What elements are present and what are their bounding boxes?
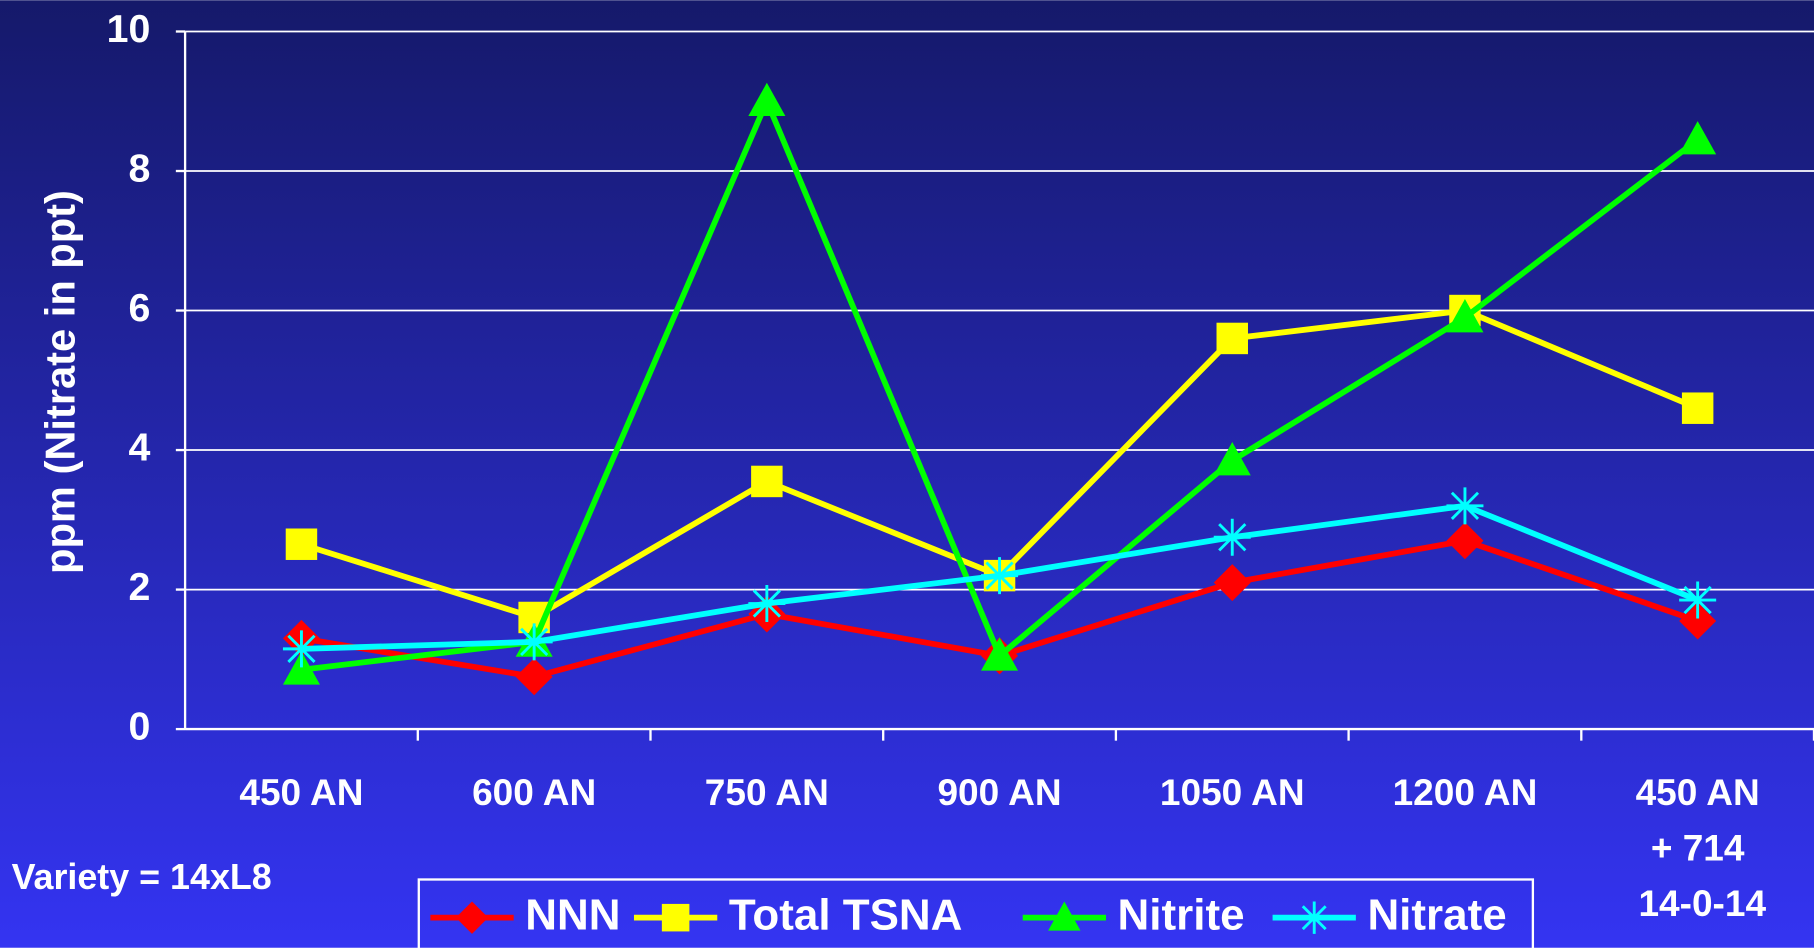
marker [285, 528, 318, 560]
annotation: Variety = 14xL8 [12, 857, 272, 897]
x-tick-label: 1200 AN [1393, 771, 1538, 813]
marker [1446, 298, 1484, 333]
marker [282, 651, 320, 685]
x-tick-label: 1050 AN [1160, 771, 1305, 813]
marker [1298, 901, 1331, 934]
y-tick-label: 4 [129, 425, 151, 469]
marker [1216, 322, 1248, 355]
marker [1446, 487, 1484, 525]
x-tick-label: 600 AN [472, 771, 596, 813]
marker [1679, 121, 1717, 155]
marker [1681, 392, 1714, 424]
y-axis-label: ppm (Nitrate in ppt) [37, 190, 84, 574]
y-tick-label: 2 [129, 565, 151, 609]
marker [981, 637, 1019, 671]
x-tick-label: 750 AN [705, 771, 829, 813]
y-tick-label: 10 [107, 7, 151, 51]
legend-label: Total TSNA [729, 890, 963, 939]
legend-label: NNN [525, 890, 620, 939]
marker [748, 82, 786, 117]
marker [1213, 518, 1251, 556]
marker [1679, 602, 1717, 640]
marker [1213, 442, 1251, 476]
y-tick-label: 6 [129, 286, 151, 330]
marker [981, 557, 1019, 595]
y-tick-label: 0 [129, 704, 151, 748]
legend-label: Nitrate [1367, 890, 1506, 939]
marker [1048, 901, 1081, 931]
y-tick-label: 8 [129, 146, 151, 190]
legend-box [417, 878, 1535, 948]
marker [751, 465, 783, 498]
marker [748, 585, 786, 623]
legend-label: Nitrite [1118, 890, 1245, 939]
marker [1679, 581, 1717, 619]
marker [515, 623, 553, 661]
x-tick-label: 900 AN [937, 771, 1061, 813]
x-tick-label: 450 AN [239, 771, 363, 813]
x-tick-label: 450 AN + 714 14-0-14 [1636, 771, 1767, 924]
marker [661, 903, 690, 932]
marker [455, 901, 489, 934]
marker [282, 630, 320, 668]
